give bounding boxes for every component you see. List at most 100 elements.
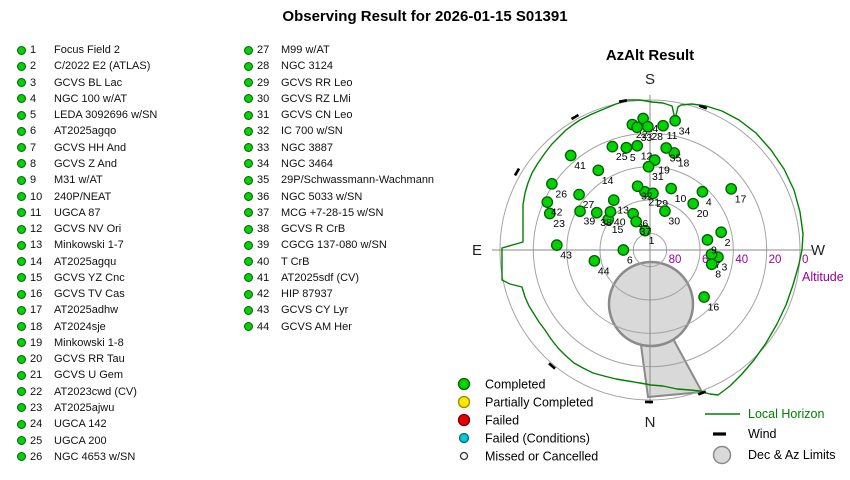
target-list-item: 13 Minkowski 1-7 [17, 237, 157, 253]
point-number-label: 25 [616, 151, 628, 163]
wind-tick-icon [697, 390, 707, 396]
target-number: 6 [30, 125, 37, 138]
legend-status-label: Partially Completed [485, 396, 593, 410]
target-name: UGCA 142 [54, 418, 107, 431]
legend-dec-az-limits-label: Dec & Az Limits [748, 448, 836, 462]
target-name: M31 w/AT [54, 174, 103, 187]
target-name: AT2025adhw [54, 304, 119, 317]
target-list-item: 40 T CrB [244, 253, 434, 269]
status-dot-completed-icon [17, 322, 26, 332]
legend-partially-completed-icon [457, 395, 471, 409]
status-dot-completed-icon [17, 94, 26, 104]
target-number: 34 [257, 157, 270, 170]
target-number: 15 [30, 271, 43, 284]
page-title: Observing Result for 2026-01-15 S01391 [282, 8, 568, 25]
observed-target-point [590, 206, 603, 219]
target-name: NGC 5033 w/SN [281, 190, 363, 203]
target-list-item: 38 GCVS R CrB [244, 221, 434, 237]
point-number-label: 31 [652, 171, 664, 183]
status-dot-completed-icon [17, 175, 26, 185]
target-list-item: 31 GCVS CN Leo [244, 107, 434, 123]
status-dot-completed-icon [17, 436, 26, 445]
target-list-item: 33 NGC 3887 [244, 140, 434, 156]
point-number-label: 42 [551, 207, 563, 219]
target-list-item: 7 GCVS HH And [17, 140, 157, 156]
target-name: IC 700 w/SN [281, 125, 343, 138]
local-horizon-line [501, 99, 804, 396]
target-name: UGCA 200 [54, 434, 107, 447]
observed-target-point [659, 205, 671, 217]
target-list-column-1: 1 Focus Field 2 2 C/2022 E2 (ATLAS) 3 GCVS BL… [17, 42, 157, 465]
observed-target-point [630, 215, 642, 228]
target-number: 39 [257, 239, 270, 252]
wind-tick-icon [548, 362, 556, 370]
point-number-label: 20 [697, 208, 709, 220]
observed-target-point [573, 188, 585, 201]
observed-target-point [698, 291, 710, 303]
target-list-item: 18 AT2024sje [17, 319, 157, 335]
target-number: 14 [30, 255, 43, 268]
target-name: AT2025sdf (CV) [281, 271, 360, 284]
target-name: UGCA 87 [54, 206, 101, 219]
target-name: GCVS Z And [54, 157, 117, 170]
observed-target-point [687, 197, 700, 210]
target-name: LEDA 3092696 w/SN [54, 109, 158, 122]
status-dot-completed-icon [244, 257, 253, 267]
target-number: 3 [30, 76, 37, 89]
status-dot-completed-icon [17, 240, 26, 250]
target-name: AT2025agqu [54, 255, 117, 268]
plot-title: AzAlt Result [606, 47, 694, 64]
point-number-label: 23 [553, 218, 565, 230]
altitude-axis-label: Altitude [802, 270, 844, 284]
status-dot-completed-icon [244, 289, 253, 299]
point-number-label: 13 [617, 205, 629, 217]
target-list-item: 17 AT2025adhw [17, 302, 157, 318]
target-list-item: 32 IC 700 w/SN [244, 123, 434, 139]
target-list-item: 3 GCVS BL Lac [17, 75, 157, 91]
observed-target-point [588, 254, 601, 267]
target-list-item: 35 29P/Schwassmann-Wachmann [244, 172, 434, 188]
status-dot-completed-icon [244, 305, 253, 315]
target-number: 23 [30, 401, 43, 414]
status-dot-completed-icon [17, 338, 26, 348]
target-number: 24 [30, 418, 43, 431]
target-number: 25 [30, 434, 43, 447]
status-dot-completed-icon [244, 175, 253, 185]
observed-target-point [564, 149, 577, 162]
target-list-item: 44 GCVS AM Her [244, 319, 434, 335]
target-name: Minkowski 1-7 [54, 239, 124, 252]
point-number-label: 30 [668, 216, 680, 228]
point-number-label: 10 [675, 193, 687, 205]
status-dot-completed-icon [17, 403, 26, 413]
point-number-label: 29 [656, 198, 668, 210]
legend-status-label: Completed [485, 378, 545, 392]
legend-failed-icon [457, 413, 471, 427]
target-list-item: 41 AT2025sdf (CV) [244, 270, 434, 286]
target-number: 21 [30, 369, 43, 382]
point-number-label: 32 [641, 191, 653, 203]
status-dot-completed-icon [17, 61, 26, 71]
point-number-label: 3 [721, 262, 727, 274]
target-number: 7 [30, 141, 37, 154]
target-list-item: 2 C/2022 E2 (ATLAS) [17, 58, 157, 74]
observed-target-point [660, 142, 673, 154]
status-dot-completed-icon [17, 273, 26, 283]
legend-status-label: Missed or Cancelled [485, 450, 598, 464]
point-number-label: 43 [560, 250, 572, 262]
observed-target-point [631, 121, 643, 134]
target-name: GCVS RR Tau [54, 353, 125, 366]
target-name: M99 w/AT [281, 44, 330, 57]
target-number: 16 [30, 288, 43, 301]
wind-tick-icon [698, 104, 708, 110]
point-number-label: 38 [600, 217, 612, 229]
target-name: GCVS AM Her [281, 320, 352, 333]
target-name: C/2022 E2 (ATLAS) [54, 60, 151, 73]
point-number-label: 15 [612, 224, 624, 236]
point-number-label: 27 [583, 199, 595, 211]
target-list-item: 14 AT2025agqu [17, 253, 157, 269]
target-number: 4 [30, 92, 37, 105]
observed-target-point [592, 164, 605, 177]
target-name: NGC 4653 w/SN [54, 450, 136, 463]
status-dot-completed-icon [17, 45, 26, 55]
